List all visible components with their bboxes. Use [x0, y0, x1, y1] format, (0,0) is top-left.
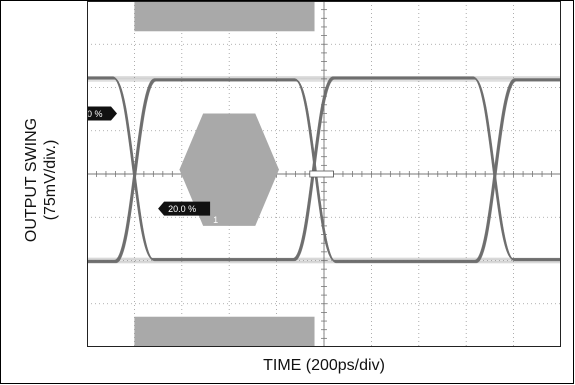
mask-region-label: 1	[213, 215, 218, 225]
eye-trace	[87, 77, 561, 261]
eye-trace	[87, 79, 561, 263]
mask-bottom-region	[134, 316, 315, 347]
eye-traces	[87, 76, 561, 264]
eye-trace	[87, 78, 561, 262]
mask-top-region	[134, 1, 315, 32]
x-axis-label: TIME (200ps/div)	[263, 357, 385, 374]
eye-trace	[87, 77, 561, 261]
scope-display: 0 % 20.0 % 1	[87, 1, 561, 347]
markers: 0 % 20.0 % 1	[87, 106, 218, 225]
y-axis-label-line2: (75mV/div.)	[42, 139, 59, 221]
mask-center-hexagon	[179, 113, 279, 226]
scope-frame	[87, 1, 561, 347]
y-axis-label-line1: OUTPUT SWING	[23, 117, 40, 243]
marker-low-label: 20.0 %	[168, 204, 196, 214]
crossing-marker	[309, 170, 334, 178]
y-axis-label: OUTPUT SWING (75mV/div.)	[22, 50, 60, 310]
marker-low-badge	[158, 201, 211, 216]
marker-high-badge	[87, 106, 117, 121]
marker-high-label: 0 %	[87, 109, 103, 119]
eye-mask-group	[134, 1, 315, 347]
